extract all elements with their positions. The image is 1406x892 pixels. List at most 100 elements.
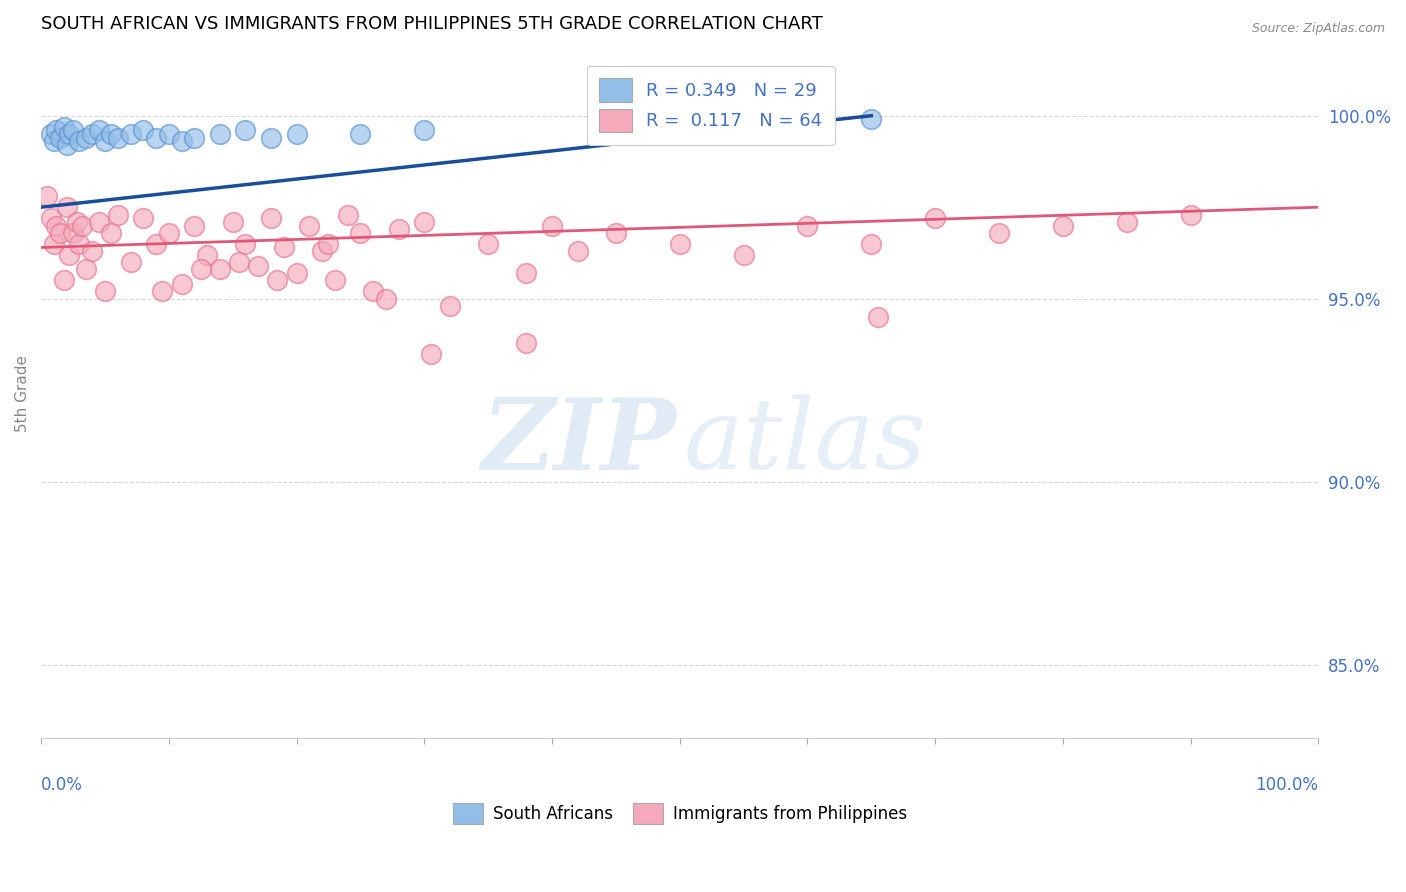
Point — [361, 285, 384, 299]
Text: SOUTH AFRICAN VS IMMIGRANTS FROM PHILIPPINES 5TH GRADE CORRELATION CHART: SOUTH AFRICAN VS IMMIGRANTS FROM PHILIPP… — [41, 15, 823, 33]
Point — [228, 255, 250, 269]
Point — [247, 259, 270, 273]
Point — [235, 236, 257, 251]
Point — [58, 127, 80, 141]
Point — [132, 211, 155, 226]
Point — [733, 116, 755, 130]
Point — [100, 127, 122, 141]
Point — [87, 123, 110, 137]
Point — [145, 130, 167, 145]
Point — [183, 219, 205, 233]
Point — [62, 226, 84, 240]
Point — [53, 120, 76, 134]
Point — [285, 127, 308, 141]
Point — [75, 262, 97, 277]
Point — [515, 335, 537, 350]
Point — [67, 236, 90, 251]
Point — [37, 189, 59, 203]
Point — [132, 123, 155, 137]
Point — [75, 130, 97, 145]
Point — [70, 219, 93, 233]
Point — [208, 127, 231, 141]
Point — [82, 244, 104, 259]
Point — [260, 130, 283, 145]
Point — [336, 208, 359, 222]
Point — [860, 236, 883, 251]
Point — [1115, 215, 1137, 229]
Point — [567, 244, 589, 259]
Point — [349, 127, 371, 141]
Point — [67, 134, 90, 148]
Point — [42, 236, 65, 251]
Point — [107, 130, 129, 145]
Point — [170, 277, 193, 291]
Point — [145, 236, 167, 251]
Point — [235, 123, 257, 137]
Point — [157, 127, 180, 141]
Point — [62, 123, 84, 137]
Text: 0.0%: 0.0% — [41, 776, 83, 794]
Point — [183, 130, 205, 145]
Point — [208, 262, 231, 277]
Point — [668, 236, 690, 251]
Y-axis label: 5th Grade: 5th Grade — [15, 355, 30, 433]
Point — [94, 134, 117, 148]
Point — [120, 255, 142, 269]
Point — [733, 248, 755, 262]
Point — [190, 262, 212, 277]
Point — [55, 138, 77, 153]
Point — [49, 130, 72, 145]
Point — [266, 273, 288, 287]
Point — [55, 200, 77, 214]
Point — [924, 211, 946, 226]
Point — [94, 285, 117, 299]
Point — [605, 226, 627, 240]
Point — [260, 211, 283, 226]
Point — [349, 226, 371, 240]
Point — [152, 285, 174, 299]
Point — [413, 123, 436, 137]
Point — [49, 226, 72, 240]
Point — [439, 299, 461, 313]
Point — [477, 236, 499, 251]
Point — [41, 211, 63, 226]
Point — [796, 219, 818, 233]
Point — [45, 123, 67, 137]
Point — [42, 134, 65, 148]
Point — [413, 215, 436, 229]
Point — [45, 219, 67, 233]
Point — [515, 266, 537, 280]
Point — [100, 226, 122, 240]
Point — [87, 215, 110, 229]
Point — [988, 226, 1011, 240]
Point — [374, 292, 396, 306]
Point — [170, 134, 193, 148]
Legend: South Africans, Immigrants from Philippines: South Africans, Immigrants from Philippi… — [444, 795, 915, 832]
Point — [388, 222, 411, 236]
Point — [298, 219, 321, 233]
Point — [221, 215, 243, 229]
Point — [541, 219, 564, 233]
Point — [1052, 219, 1074, 233]
Point — [318, 236, 340, 251]
Point — [107, 208, 129, 222]
Point — [120, 127, 142, 141]
Point — [866, 310, 889, 324]
Point — [311, 244, 333, 259]
Point — [419, 346, 441, 360]
Point — [53, 273, 76, 287]
Point — [273, 240, 295, 254]
Point — [860, 112, 883, 127]
Point — [82, 127, 104, 141]
Point — [41, 127, 63, 141]
Point — [195, 248, 218, 262]
Text: ZIP: ZIP — [481, 393, 676, 491]
Point — [58, 248, 80, 262]
Point — [157, 226, 180, 240]
Point — [285, 266, 308, 280]
Text: 100.0%: 100.0% — [1256, 776, 1319, 794]
Point — [1180, 208, 1202, 222]
Point — [66, 215, 89, 229]
Text: Source: ZipAtlas.com: Source: ZipAtlas.com — [1251, 22, 1385, 36]
Point — [323, 273, 346, 287]
